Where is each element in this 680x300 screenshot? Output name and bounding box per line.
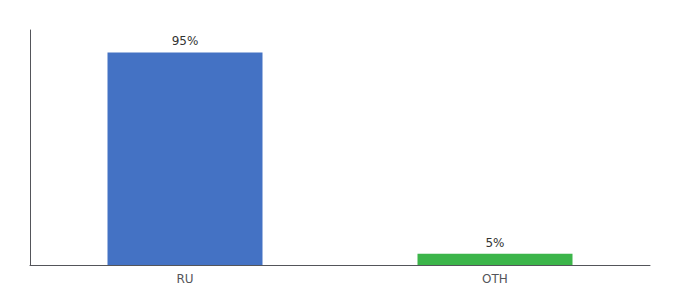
svg-text:5%: 5%: [485, 236, 504, 250]
svg-text:OTH: OTH: [482, 272, 508, 286]
svg-text:RU: RU: [176, 272, 193, 286]
svg-text:95%: 95%: [172, 34, 199, 48]
